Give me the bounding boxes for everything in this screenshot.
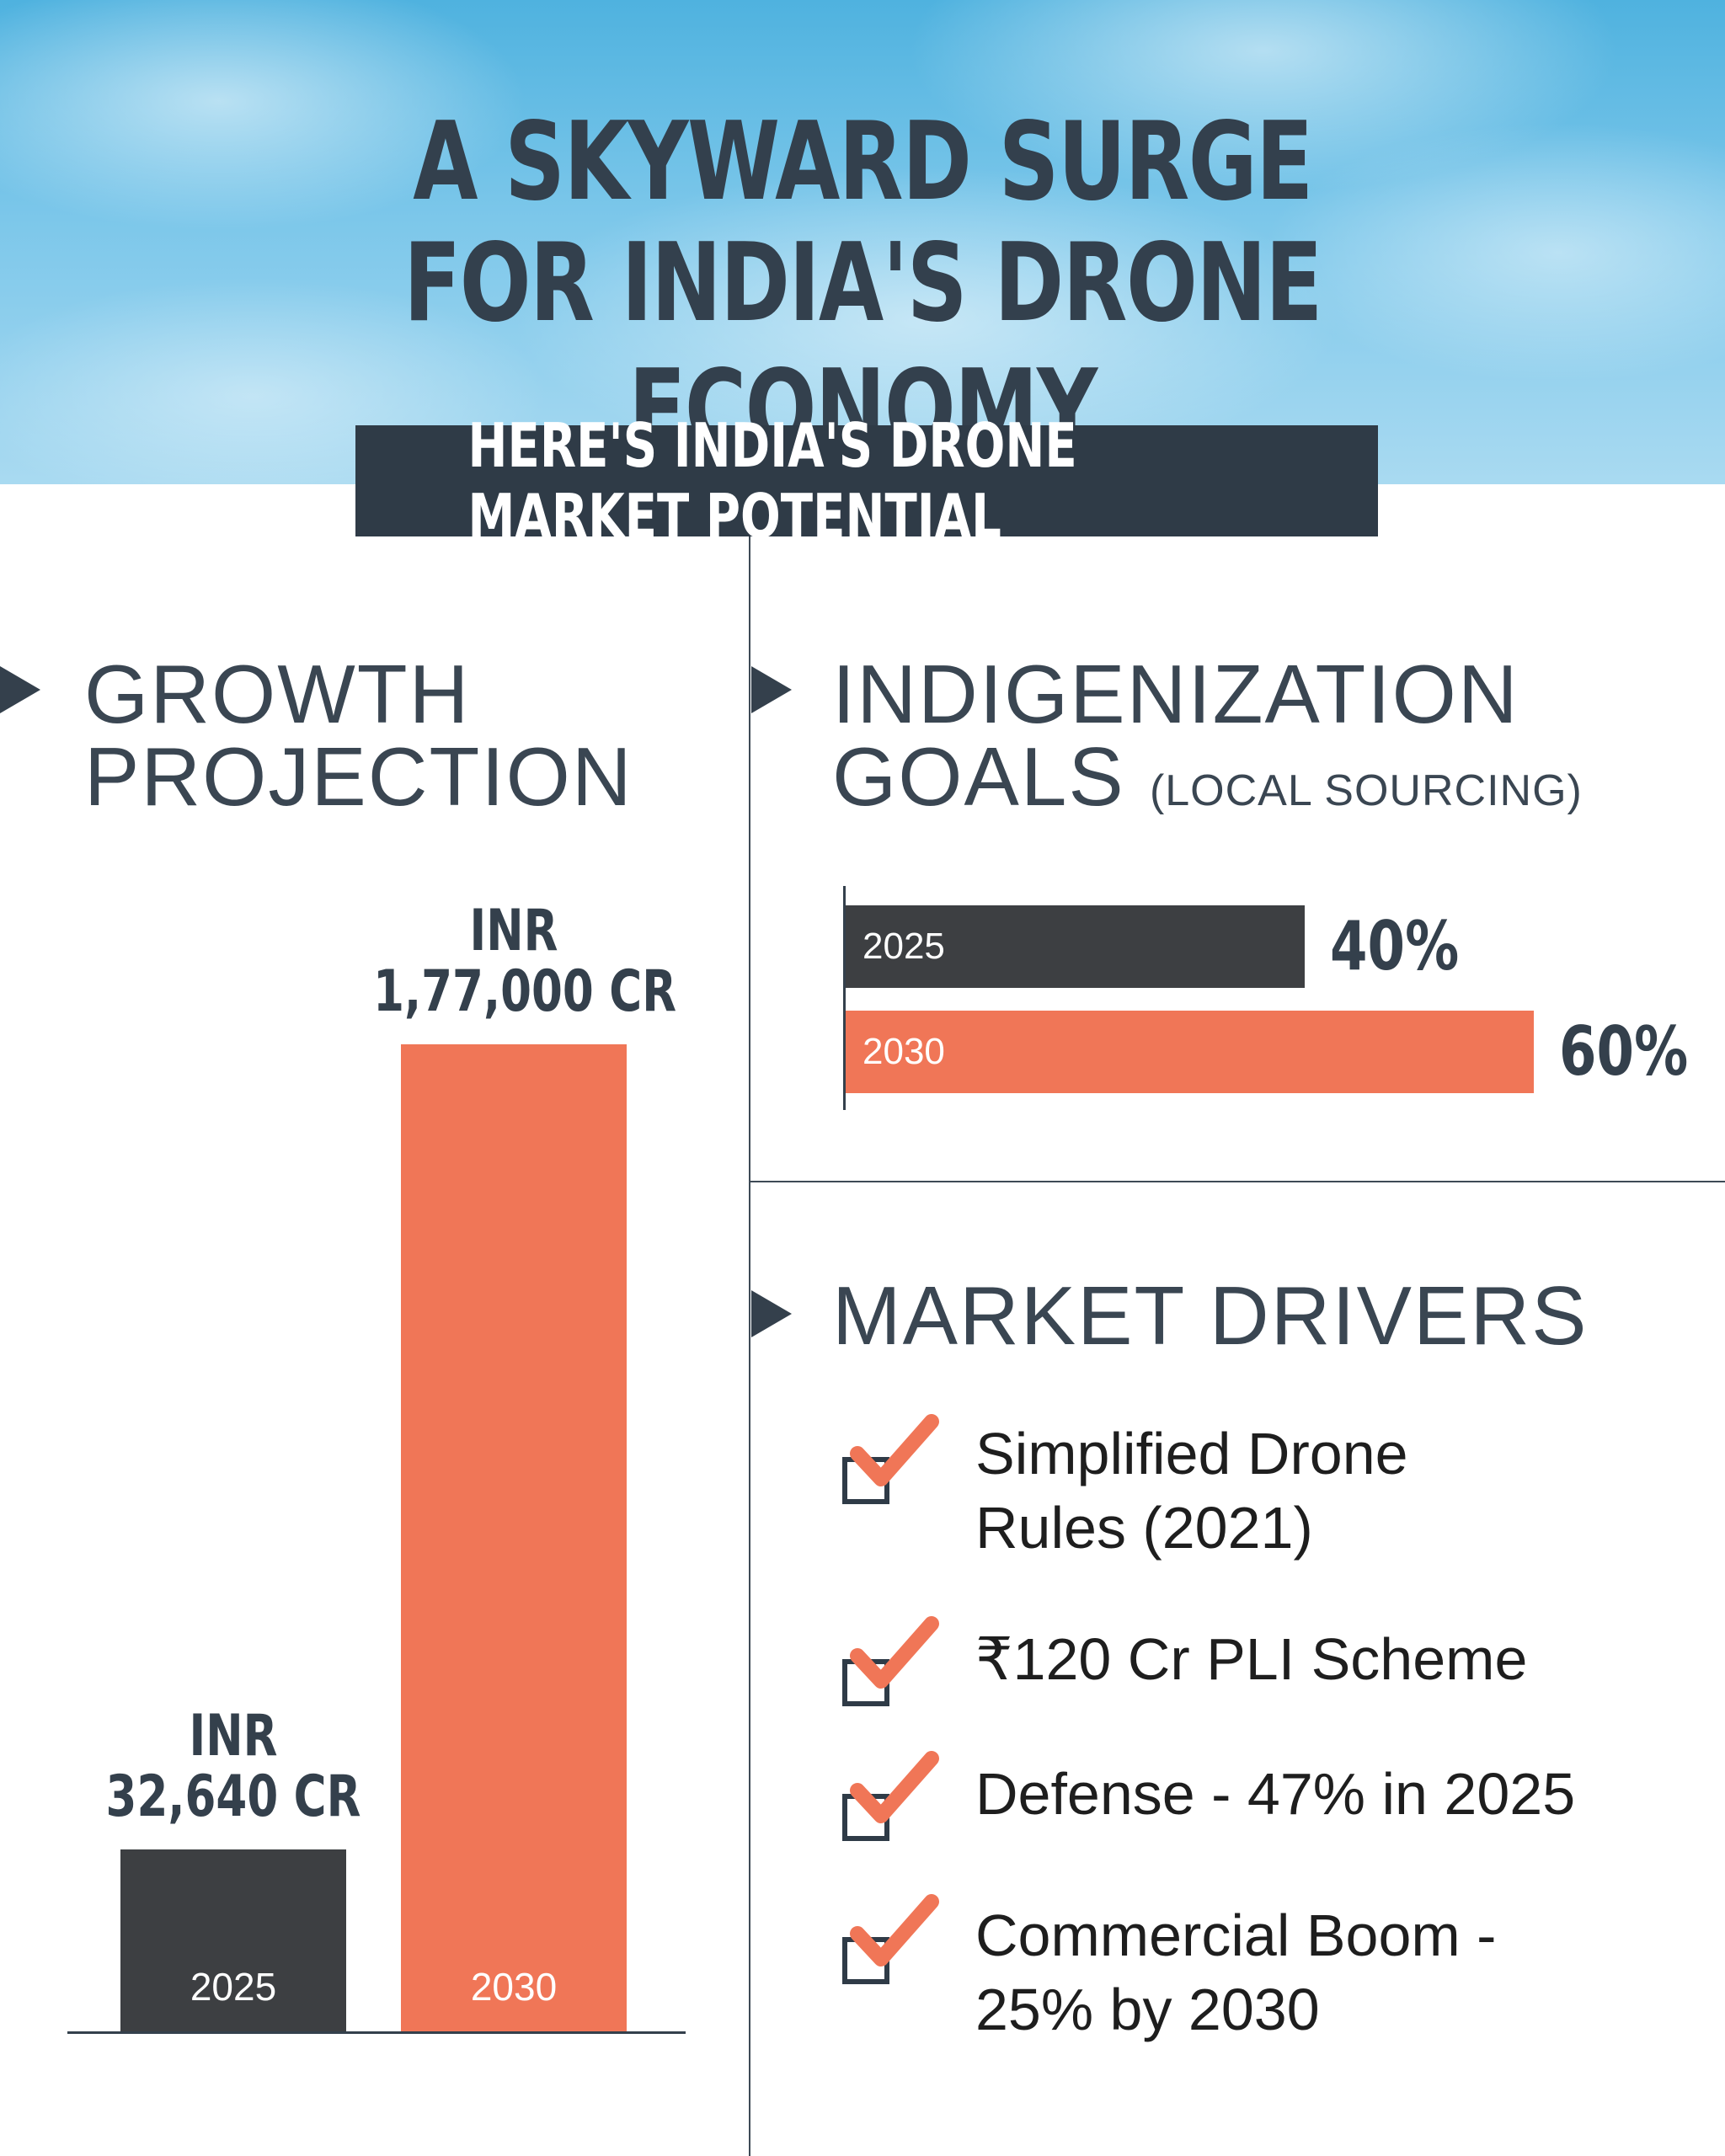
indigenization-bar-2030: 2030 — [846, 1011, 1534, 1093]
indigenization-value-label: 40% — [1330, 907, 1460, 985]
driver-text-line2: 25% by 2030 — [975, 1977, 1320, 2042]
growth-value-currency: INR — [469, 898, 558, 964]
driver-text: Simplified Drone Rules (2021) — [975, 1417, 1408, 1565]
indigenization-bar-year-label: 2025 — [862, 926, 945, 967]
driver-item: Defense - 47% in 2025 — [842, 1751, 1718, 1844]
driver-item: Commercial Boom - 25% by 2030 — [842, 1894, 1718, 2057]
indigenization-bar-2025: 2025 — [846, 905, 1305, 988]
growth-bar-2030: 2030 — [401, 1044, 627, 2031]
indigenization-subtitle: (LOCAL SOURCING) — [1149, 766, 1583, 815]
driver-text: Defense - 47% in 2025 — [975, 1761, 1576, 1827]
driver-text-line2: Rules (2021) — [975, 1495, 1313, 1561]
growth-bar-value-label: INR 1,77,000 CR — [373, 898, 677, 1025]
drivers-title: MARKET DRIVERS — [832, 1269, 1589, 1362]
growth-title-line2: PROJECTION — [84, 730, 633, 823]
indigenization-title-line1: INDIGENIZATION — [832, 648, 1519, 740]
triangle-arrow-icon — [751, 1290, 792, 1337]
growth-bar-value-label: INR 32,640 CR — [93, 1706, 374, 1828]
check-icon — [850, 1751, 939, 1823]
growth-bar-year-label: 2025 — [190, 1965, 277, 2009]
check-icon — [850, 1894, 939, 1967]
subtitle-banner: HERE'S INDIA'S DRONE MARKET POTENTIAL — [355, 410, 1378, 552]
triangle-arrow-icon — [751, 666, 792, 713]
growth-title-line1: GROWTH — [84, 648, 471, 740]
driver-text-line1: Simplified Drone — [975, 1421, 1408, 1486]
indigenization-bar-year-label: 2030 — [862, 1031, 945, 1072]
vertical-divider — [749, 536, 750, 2156]
page-title-line1: A SKYWARD SURGE — [413, 99, 1313, 225]
driver-text-line1: Commercial Boom - — [975, 1903, 1497, 1968]
growth-bar-2025: 2025 — [120, 1849, 346, 2031]
growth-chart-axis — [67, 2031, 686, 2034]
driver-item: ₹120 Cr PLI Scheme — [842, 1616, 1718, 1710]
driver-item: Simplified Drone Rules (2021) — [842, 1414, 1718, 1566]
driver-text: ₹120 Cr PLI Scheme — [975, 1626, 1528, 1692]
check-icon — [850, 1414, 939, 1486]
driver-text: Commercial Boom - 25% by 2030 — [975, 1898, 1496, 2047]
indigenization-title-goals: GOALS — [832, 730, 1125, 823]
horizontal-divider — [750, 1181, 1725, 1182]
growth-bar-year-label: 2030 — [470, 1965, 558, 2009]
check-icon — [850, 1616, 939, 1689]
growth-value-currency: INR — [189, 1703, 278, 1769]
growth-value-amount: 1,77,000 CR — [373, 958, 677, 1025]
indigenization-value-label: 60% — [1559, 1012, 1689, 1091]
indigenization-chart-axis — [843, 886, 846, 1110]
growth-value-amount: 32,640 CR — [105, 1764, 361, 1830]
sky-header-background — [0, 0, 1725, 484]
banner-text: HERE'S INDIA'S DRONE MARKET POTENTIAL — [467, 410, 1077, 552]
indigenization-title-line2: GOALS (LOCAL SOURCING) — [832, 735, 1583, 832]
triangle-arrow-icon — [0, 666, 40, 713]
